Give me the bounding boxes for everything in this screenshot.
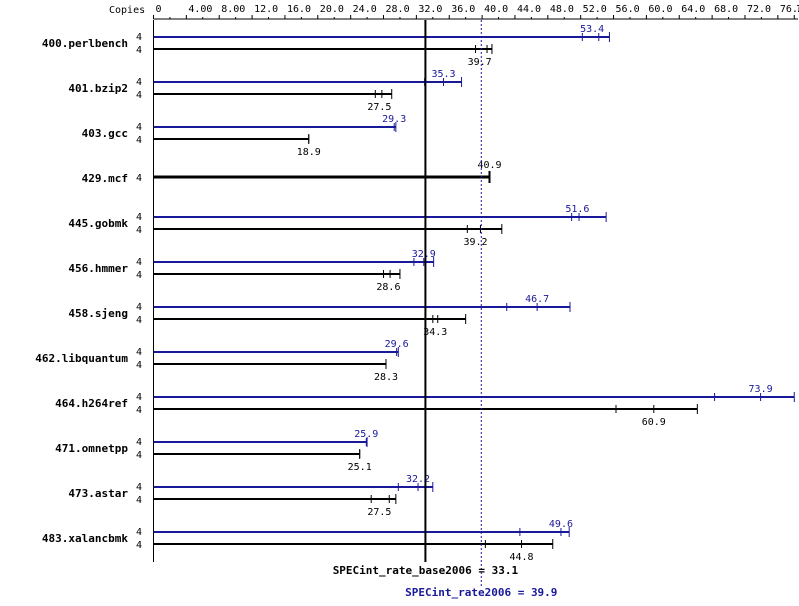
base-copies-label: 4 xyxy=(136,405,142,416)
benchmark-label: 400.perlbench xyxy=(42,37,128,50)
peak-value-label: 25.9 xyxy=(354,429,378,440)
x-tick-label: 28.0 xyxy=(386,4,410,15)
base-copies-label: 4 xyxy=(136,173,142,184)
x-tick-label: 64.0 xyxy=(681,4,705,15)
copies-header: Copies xyxy=(109,5,145,16)
peak-value-label: 53.4 xyxy=(580,24,604,35)
peak-copies-label: 4 xyxy=(136,527,142,538)
x-tick-label: 24.0 xyxy=(353,4,377,15)
benchmark-label: 445.gobmk xyxy=(68,217,128,230)
x-tick-label: 12.0 xyxy=(254,4,278,15)
base-copies-label: 4 xyxy=(136,270,142,281)
x-tick-label: 52.0 xyxy=(583,4,607,15)
base-copies-label: 4 xyxy=(136,135,142,146)
x-tick-label: 72.0 xyxy=(747,4,771,15)
peak-copies-label: 4 xyxy=(136,257,142,268)
peak-value-label: 73.9 xyxy=(749,384,773,395)
benchmark-label: 462.libquantum xyxy=(35,352,128,365)
x-tick-label: 32.0 xyxy=(418,4,442,15)
benchmark-label: 456.hmmer xyxy=(68,262,128,275)
x-tick-label: 16.0 xyxy=(287,4,311,15)
x-tick-label: 60.0 xyxy=(648,4,672,15)
base-copies-label: 4 xyxy=(136,360,142,371)
x-tick-label: 4.00 xyxy=(188,4,212,15)
peak-summary-label: SPECint_rate2006 = 39.9 xyxy=(405,586,557,599)
summary-lines: SPECint_rate_base2006 = 33.1 SPECint_rat… xyxy=(333,20,557,599)
peak-copies-label: 4 xyxy=(136,482,142,493)
peak-copies-label: 4 xyxy=(136,302,142,313)
base-value-label: 40.9 xyxy=(477,160,501,171)
benchmark-label: 458.sjeng xyxy=(68,307,128,320)
benchmark-label: 403.gcc xyxy=(82,127,128,140)
x-tick-label: 56.0 xyxy=(616,4,640,15)
peak-value-label: 46.7 xyxy=(525,294,549,305)
base-copies-label: 4 xyxy=(136,90,142,101)
peak-copies-label: 4 xyxy=(136,212,142,223)
benchmark-label: 429.mcf xyxy=(82,172,128,185)
base-value-label: 28.6 xyxy=(376,282,400,293)
peak-copies-label: 4 xyxy=(136,392,142,403)
x-axis: 0 4.00 8.00 12.0 16.0 20.0 24.0 28.0 32.0 36.0 40.… xyxy=(153,4,799,562)
base-copies-label: 4 xyxy=(136,315,142,326)
peak-copies-label: 4 xyxy=(136,347,142,358)
base-value-label: 27.5 xyxy=(367,507,391,518)
base-value-label: 25.1 xyxy=(348,462,372,473)
base-value-label: 44.8 xyxy=(509,552,533,563)
peak-value-label: 29.3 xyxy=(382,114,406,125)
peak-value-label: 51.6 xyxy=(565,204,589,215)
base-value-label: 34.3 xyxy=(423,327,447,338)
base-summary-label: SPECint_rate_base2006 = 33.1 xyxy=(333,564,519,577)
base-value-label: 60.9 xyxy=(642,417,666,428)
base-value-label: 39.2 xyxy=(463,237,487,248)
peak-value-label: 35.3 xyxy=(431,69,455,80)
base-value-label: 39.7 xyxy=(468,57,492,68)
x-tick-label: 48.0 xyxy=(550,4,574,15)
base-value-label: 18.9 xyxy=(297,147,321,158)
base-value-label: 28.3 xyxy=(374,372,398,383)
peak-value-label: 49.6 xyxy=(549,519,573,530)
base-copies-label: 4 xyxy=(136,540,142,551)
bars: 400.perlbench 4 53.4 4 39.7 401.bzip2 4 35.3 4 27… xyxy=(35,24,795,563)
peak-value-label: 29.6 xyxy=(385,339,409,350)
benchmark-label: 401.bzip2 xyxy=(68,82,128,95)
peak-value-label: 32.9 xyxy=(412,249,436,260)
base-copies-label: 4 xyxy=(136,495,142,506)
base-value-label: 27.5 xyxy=(367,102,391,113)
benchmark-label: 483.xalancbmk xyxy=(42,532,128,545)
benchmark-label: 473.astar xyxy=(68,487,128,500)
x-tick-label: 36.0 xyxy=(451,4,475,15)
x-tick-label: 76.0 xyxy=(780,4,799,15)
x-tick-label: 78.0 xyxy=(796,4,799,15)
benchmark-label: 471.omnetpp xyxy=(55,442,128,455)
peak-value-label: 32.2 xyxy=(406,474,430,485)
peak-copies-label: 4 xyxy=(136,437,142,448)
x-tick-label: 20.0 xyxy=(320,4,344,15)
benchmark-label: 464.h264ref xyxy=(55,397,128,410)
peak-copies-label: 4 xyxy=(136,122,142,133)
x-tick-label: 8.00 xyxy=(221,4,245,15)
peak-copies-label: 4 xyxy=(136,77,142,88)
x-tick-label: 0 xyxy=(156,4,162,15)
x-tick-label: 44.0 xyxy=(517,4,541,15)
x-tick-label: 68.0 xyxy=(714,4,738,15)
base-copies-label: 4 xyxy=(136,450,142,461)
x-tick-label: 40.0 xyxy=(484,4,508,15)
base-copies-label: 4 xyxy=(136,45,142,56)
base-copies-label: 4 xyxy=(136,225,142,236)
peak-copies-label: 4 xyxy=(136,32,142,43)
